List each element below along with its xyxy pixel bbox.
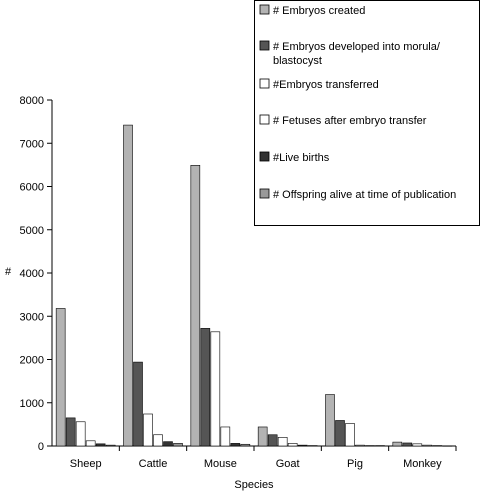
x-tick-label: Cattle: [139, 458, 168, 470]
bar: [173, 443, 183, 447]
bar: [163, 441, 173, 447]
legend-swatch: [259, 188, 270, 199]
bar: [267, 434, 278, 447]
legend-swatch: [259, 114, 270, 125]
legend-entry: #Embryos transferred: [273, 79, 379, 91]
y-tick-label: 1000: [20, 398, 44, 410]
bar: [422, 444, 433, 447]
legend-swatch: [259, 4, 270, 15]
legend-entry: # Embryos developed into morula/blastocy…: [273, 41, 441, 67]
legend-box: [254, 0, 480, 226]
legend-entry: #Live births: [273, 152, 330, 164]
bar: [375, 445, 385, 447]
bars: [55, 124, 453, 447]
bar: [297, 444, 308, 447]
y-tick-label: 4000: [20, 268, 44, 280]
bar: [123, 124, 133, 447]
bar: [365, 445, 375, 447]
bar: [277, 437, 288, 447]
legend: # Embryos created # Embryos developed int…: [254, 0, 480, 226]
y-ticks: 0 1000 2000 3000 4000 5000 6000 7000 8000: [20, 95, 52, 453]
x-tick-label: Goat: [276, 458, 300, 470]
bar: [85, 440, 96, 447]
bar: [240, 443, 251, 447]
bar: [402, 442, 413, 447]
legend-swatch: [259, 151, 270, 162]
y-tick-label: 8000: [20, 95, 44, 107]
legend-swatch: [259, 40, 270, 51]
bar: [355, 444, 365, 447]
bar: [325, 394, 335, 447]
y-tick-label: 3000: [20, 311, 44, 323]
bar: [133, 361, 143, 447]
bar: [335, 420, 345, 447]
x-axis-label: Species: [234, 479, 274, 491]
y-axis-label: #: [5, 266, 12, 278]
bar: [153, 434, 163, 447]
y-tick-label: 6000: [20, 182, 44, 194]
bar: [200, 328, 211, 447]
y-tick-label: 7000: [20, 138, 44, 150]
bar: [95, 443, 106, 447]
legend-entry: # Fetuses after embryo transfer: [273, 115, 427, 127]
bar: [190, 165, 201, 447]
bar: [105, 444, 116, 447]
x-tick-label: Mouse: [204, 458, 237, 470]
bar: [307, 445, 318, 447]
bar: [257, 426, 268, 447]
y-tick-label: 2000: [20, 355, 44, 367]
bar: [55, 308, 66, 447]
bar: [65, 417, 76, 447]
legend-entry: # Offspring alive at time of publication: [273, 189, 456, 201]
y-tick-label: 0: [38, 441, 44, 453]
bar: [143, 413, 153, 447]
x-tick-label: Pig: [347, 458, 363, 470]
bar: [432, 445, 443, 447]
legend-entry: # Embryos created: [273, 5, 365, 17]
bar: [412, 443, 423, 447]
y-tick-label: 5000: [20, 225, 44, 237]
bar: [442, 445, 453, 447]
bar: [230, 443, 241, 447]
x-ticks: Sheep Cattle Mouse Goat Pig Monkey: [70, 446, 457, 470]
x-tick-label: Sheep: [70, 458, 102, 470]
bar: [75, 421, 86, 447]
bar: [287, 443, 298, 447]
bar: [210, 331, 221, 447]
x-tick-label: Monkey: [403, 458, 442, 470]
bar: [220, 426, 231, 447]
axes: 0 1000 2000 3000 4000 5000 6000 7000 8000 Sheep C…: [20, 95, 457, 470]
legend-swatch: [259, 78, 270, 89]
bar: [392, 441, 403, 447]
bar: [345, 423, 355, 447]
